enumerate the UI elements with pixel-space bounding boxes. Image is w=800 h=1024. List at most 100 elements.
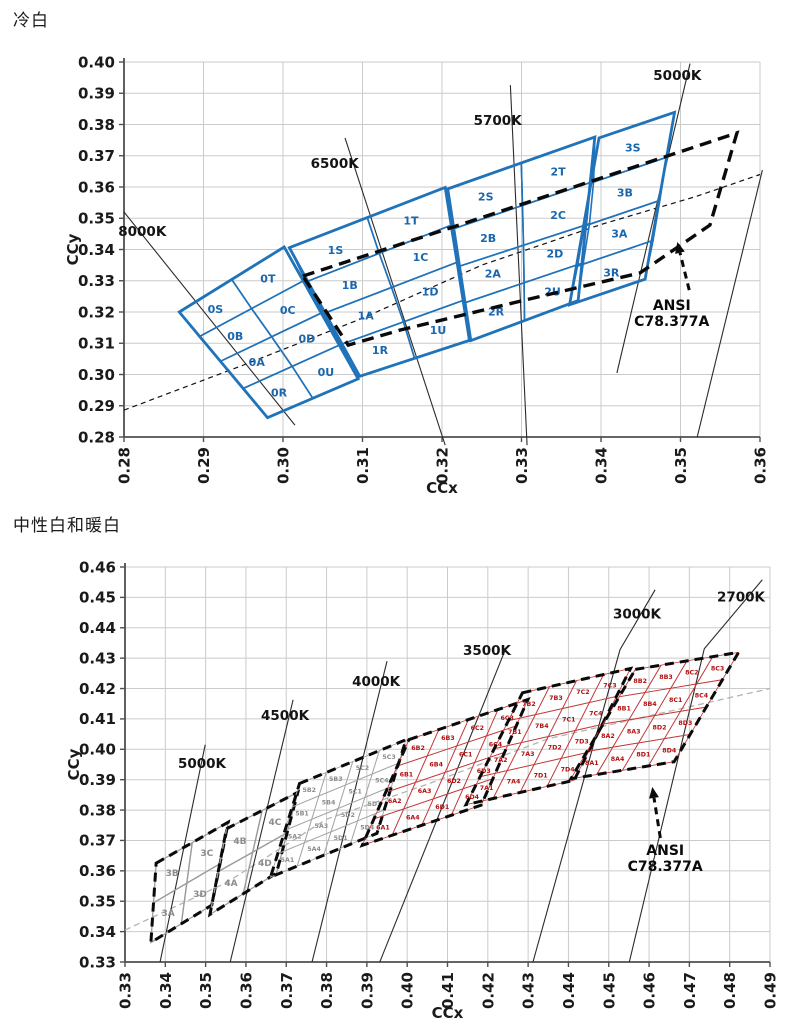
cct-label: 2700K [717,590,766,606]
x-tick-label: 0.44 [560,972,578,1009]
bin-label: 6B1 [400,771,414,778]
bin-label: 7B3 [549,695,563,702]
bin-label: 8B1 [617,705,631,712]
y-axis-title: CCy [64,233,82,265]
bin-label: 8C1 [669,697,682,704]
x-tick-label: 0.45 [600,972,618,1009]
bin-cell [546,751,589,787]
bin-label: 0A [249,356,266,369]
bin-label: 6A2 [388,798,402,805]
bin-label: 6D1 [435,804,449,811]
cct-line [159,744,206,963]
x-tick-label: 0.47 [681,972,699,1009]
chart: 0.28 0.29 0.30 0.31 0.32 0.33 0.34 0.35 0.36 0.28… [64,53,770,497]
bin-label: 7D2 [548,745,562,752]
y-tick-label: 0.44 [79,619,116,637]
y-tick-label: 0.29 [78,397,115,415]
cct-label: 5000K [178,756,227,772]
x-tick-label: 0.35 [672,447,690,484]
bin-label: 5D1 [334,835,348,842]
ansi-arrow-shaft [678,252,691,291]
cct-line [311,661,388,963]
bin-group-outline [567,650,742,781]
bin-label: 4C [269,818,282,828]
y-tick-label: 0.45 [79,589,116,607]
bin-label: 7C4 [589,711,603,718]
bin-label: 6D3 [477,768,491,775]
cct-line [229,699,294,963]
x-tick-label: 0.41 [439,972,457,1009]
y-tick-label: 0.37 [78,147,115,165]
bin-label: 0R [271,386,288,399]
cct-line [344,137,446,446]
bin-label: 4A [224,879,237,889]
cct-line [379,648,507,963]
y-tick-label: 0.31 [78,335,115,353]
bin-label: 5C1 [348,788,361,795]
y-tick-label: 0.36 [78,178,115,196]
bin-label: 5B4 [322,799,336,806]
bin-label: 5D2 [341,812,355,819]
y-tick-label: 0.35 [78,210,115,228]
y-tick-label: 0.36 [79,862,116,880]
bin-label: 0U [318,366,335,379]
y-tick-label: 0.41 [79,710,116,728]
cct-label: 6500K [311,156,360,172]
bin-label: 5A4 [307,846,321,853]
y-tick-label: 0.33 [78,272,115,290]
bin-label: 8B2 [633,678,647,685]
bin-label: 3B [617,186,633,199]
cct-label: 4000K [352,674,401,690]
bin-label: 5B1 [295,810,309,817]
y-tick-label: 0.33 [79,953,116,971]
bin-label: 5B2 [302,787,316,794]
bin-label: 3S [625,141,641,154]
bin-label: 7C1 [562,717,575,724]
bin-label: 7D1 [534,773,548,780]
chart: 0.33 0.34 0.35 0.36 0.37 0.38 0.39 0.40 0.41 0.42… [65,558,780,1022]
bin-label: 3B [166,869,179,879]
bin-label: 5C2 [356,765,369,772]
x-tick-label: 0.42 [479,972,497,1009]
bin-label: 8C3 [711,665,724,672]
y-tick-label: 0.42 [79,680,116,698]
x-tick-label: 0.28 [116,447,134,484]
ansi-arrow-head [649,786,659,799]
bin-label: 5A1 [281,857,295,864]
bin-label: 7D3 [575,739,589,746]
ansi-label-line2: C78.377A [628,859,703,875]
bin-label: 3D [193,890,207,900]
cct-label: 8000K [118,224,167,240]
y-tick-label: 0.46 [79,558,116,576]
bin-label: 8D3 [678,720,692,727]
bin-group-outline [177,245,361,420]
bin-label: 3A [162,909,175,919]
y-tick-label: 0.28 [78,428,115,446]
ansi-label-line2: C78.377A [634,314,709,330]
y-tick-label: 0.43 [79,649,116,667]
bin-label: 6D4 [465,794,480,801]
bin-group-outline [567,110,677,307]
y-axis-title: CCy [65,748,83,780]
x-axis-title: CCx [432,1004,464,1022]
y-tick-label: 0.40 [78,53,115,71]
bin-label: 8B4 [643,701,657,708]
bin-label: 2S [478,191,494,204]
bin-label: 8A3 [627,729,641,736]
bin-label: 8C4 [695,693,709,700]
y-tick-label: 0.39 [79,771,116,789]
y-tick-label: 0.40 [79,741,116,759]
bin-label: 7A4 [507,779,521,786]
x-tick-label: 0.46 [641,972,659,1009]
x-tick-label: 0.43 [520,972,538,1009]
bin-label: 2C [550,209,566,222]
x-tick-label: 0.38 [318,972,336,1009]
ansi-label-line1: ANSI [646,843,684,859]
bin-label: 1U [430,324,447,337]
bin-label: 3A [611,228,628,241]
x-tick-label: 0.40 [399,972,417,1009]
bin-label: 5D3 [368,801,382,808]
x-tick-label: 0.31 [354,447,372,484]
ansi-arrow-head [675,242,685,254]
x-tick-label: 0.39 [358,972,376,1009]
